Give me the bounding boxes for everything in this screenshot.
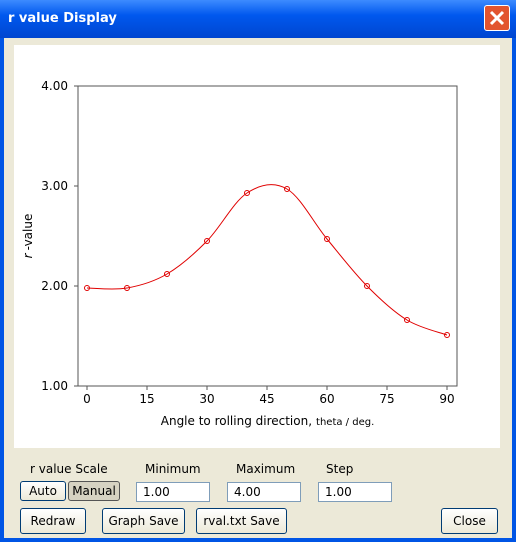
minimum-label: Minimum (145, 462, 201, 476)
y-axis-label: r-value (21, 214, 35, 259)
x-tick-label: 15 (139, 392, 154, 406)
x-tick-label: 0 (83, 392, 91, 406)
y-tick-label: 3.00 (41, 179, 68, 193)
scale-label: r value Scale (30, 462, 108, 476)
redraw-button[interactable]: Redraw (20, 508, 86, 534)
title-bar: r value Display (0, 0, 516, 38)
data-point (84, 285, 90, 291)
x-axis-label: Angle to rolling direction, theta / deg. (161, 414, 375, 428)
auto-button[interactable]: Auto (20, 481, 66, 501)
close-icon (489, 10, 505, 26)
y-axis-label-text: -value (21, 214, 35, 251)
x-axis-label-unit: theta / deg. (316, 417, 374, 428)
y-axis-label-symbol: r (21, 252, 35, 258)
maximum-label: Maximum (236, 462, 296, 476)
x-tick-label: 45 (259, 392, 274, 406)
plot-frame (77, 85, 458, 387)
graph-save-button[interactable]: Graph Save (102, 508, 185, 534)
data-point (404, 317, 410, 323)
data-point (204, 238, 210, 244)
data-line (86, 184, 448, 336)
x-tick-label: 30 (199, 392, 214, 406)
x-axis-label-text: Angle to rolling direction, (161, 414, 312, 428)
data-point (444, 332, 450, 338)
data-point (324, 236, 330, 242)
close-window-button[interactable] (484, 5, 510, 31)
step-input[interactable]: 1.00 (318, 482, 392, 502)
rval-save-button[interactable]: rval.txt Save (196, 508, 287, 534)
x-tick-label: 75 (379, 392, 394, 406)
close-button[interactable]: Close (441, 508, 498, 534)
manual-button[interactable]: Manual (68, 481, 120, 501)
y-tick-label: 1.00 (41, 379, 68, 393)
x-tick-label: 90 (439, 392, 454, 406)
window-title: r value Display (8, 11, 117, 26)
data-point (284, 186, 290, 192)
minimum-input[interactable]: 1.00 (136, 482, 210, 502)
chart: 1.00 2.00 3.00 4.00 0 15 30 45 60 75 90 Angle to ro… (21, 79, 458, 428)
data-point (364, 283, 370, 289)
maximum-input[interactable]: 4.00 (227, 482, 301, 502)
step-label: Step (326, 462, 354, 476)
data-point (124, 285, 130, 291)
chart-panel: 1.00 2.00 3.00 4.00 0 15 30 45 60 75 90 Angle to ro… (14, 45, 500, 448)
data-point (164, 271, 170, 277)
y-tick-label: 2.00 (41, 279, 68, 293)
x-tick-label: 60 (319, 392, 334, 406)
y-tick-label: 4.00 (41, 79, 68, 93)
data-point (244, 190, 250, 196)
